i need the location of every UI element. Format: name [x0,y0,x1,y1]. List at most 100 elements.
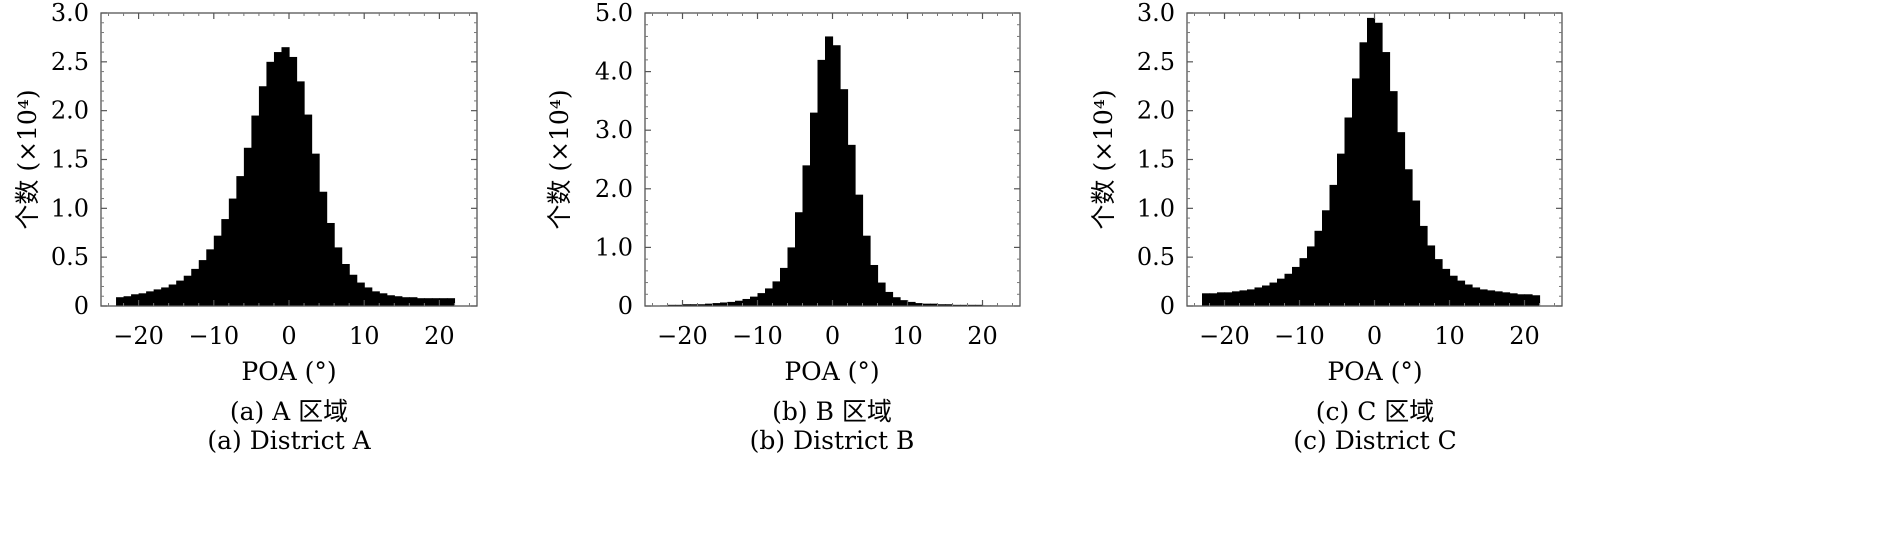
histogram-bar [1209,293,1218,306]
histogram-bar [394,296,403,306]
histogram-bar [1239,290,1248,306]
x-tick-label: 10 [349,322,380,350]
histogram-bar [930,303,939,306]
histogram-bar [1494,291,1503,306]
histogram-bar [1277,278,1286,306]
histogram-bar [1292,266,1301,306]
histogram-bar [697,304,706,306]
histogram-bar [1434,259,1443,306]
histogram-bar [1314,230,1323,306]
histogram-bar [900,300,909,306]
histogram-bar [236,176,245,306]
histogram-bar [446,298,456,306]
histogram-bar [304,114,313,306]
histogram-bar [1419,225,1428,306]
histogram-bar [1367,17,1376,307]
histogram-bar [1382,52,1391,306]
histogram-bar [1262,285,1271,306]
histogram-bar [1464,284,1473,306]
x-tick-label: 0 [1367,322,1382,350]
histogram-bar [1457,280,1466,306]
histogram-bar [416,298,425,306]
histogram-bar [1389,91,1398,306]
histogram-bar [1254,287,1263,306]
x-tick-label: 10 [892,322,923,350]
histogram-bar [251,115,260,306]
histogram-bar [742,298,751,306]
histogram-bar [1284,273,1293,306]
histogram-bar [810,112,819,307]
histogram-bar [862,235,871,306]
histogram-bar [131,294,140,306]
histogram-bar [334,247,343,306]
y-axis: 0 0.5 1.0 1.5 2.0 2.5 3.0 [51,0,477,320]
x-tick-label: 0 [281,322,296,350]
histogram-bar [371,291,380,306]
histogram-bar [855,194,864,306]
histogram-bar [1427,245,1436,306]
histogram-bar [401,297,410,306]
y-axis-title: 个数 (×10⁴) [545,89,574,229]
histogram-bar [191,268,200,306]
x-tick-label: −20 [657,322,708,350]
histogram-bar [146,291,155,306]
y-tick-label: 3.0 [595,116,633,144]
histogram-bar [289,56,298,307]
histogram-bar [735,300,744,306]
histogram-bar [138,293,147,306]
histogram-bar [116,297,125,306]
histogram-bar [825,36,834,306]
histogram-bar [922,303,931,306]
histogram-bar [1524,294,1533,306]
histogram-bar [937,304,946,306]
histogram-bar [183,275,192,306]
histogram-bar [847,144,856,306]
histogram-bar [840,89,849,307]
histogram-bar [1202,293,1211,306]
histogram-bar [817,59,826,306]
caption-english: (b) District B [750,426,915,455]
x-tick-label: 20 [1509,322,1540,350]
histogram-bar [161,287,170,306]
histogram-bar [296,81,305,306]
x-axis-title: POA (°) [241,357,336,386]
histogram-bar [281,47,290,306]
x-axis: −20 −10 0 10 20 [1194,13,1555,350]
histogram-bar [682,304,691,306]
y-tick-label: 1.5 [51,146,89,174]
histogram-bar [1224,292,1233,306]
histogram-bar [206,249,215,306]
histogram-bar [727,301,736,306]
histogram-bar [439,298,448,306]
histogram-bar [266,61,275,307]
histogram-bar [705,303,714,306]
histogram-bar [712,303,721,306]
histogram-bar [123,296,132,306]
caption-chinese: (a) A 区域 [230,397,348,426]
y-axis-title: 个数 (×10⁴) [1089,89,1118,229]
histogram-bar [424,298,433,306]
histogram-bar [1397,132,1406,306]
histogram-bar [1322,210,1331,306]
histogram-bar [870,264,879,306]
histogram-bar [221,219,230,306]
histogram-bar [1532,295,1541,306]
y-tick-label: 1.0 [51,194,89,222]
y-tick-label: 5.0 [595,0,633,27]
y-tick-label: 3.0 [51,0,89,27]
histogram-bar [757,293,766,306]
histogram-bar [1352,78,1361,306]
x-tick-label: −10 [188,322,239,350]
histogram-bar [431,298,440,306]
histogram-bar [198,260,207,306]
histogram-bar [319,191,328,306]
histogram-bars [1202,17,1541,307]
histogram-bar [1344,117,1353,307]
y-tick-label: 2.0 [1137,97,1175,125]
histogram-bar [1487,290,1496,306]
y-tick-label: 4.0 [595,58,633,86]
x-tick-label: 10 [1434,322,1465,350]
x-tick-label: 20 [424,322,455,350]
panel-a-histogram: 0 0.5 1.0 1.5 2.0 2.5 3.0 −20 −10 0 10 20 POA (°) 个数 … [13,0,478,455]
